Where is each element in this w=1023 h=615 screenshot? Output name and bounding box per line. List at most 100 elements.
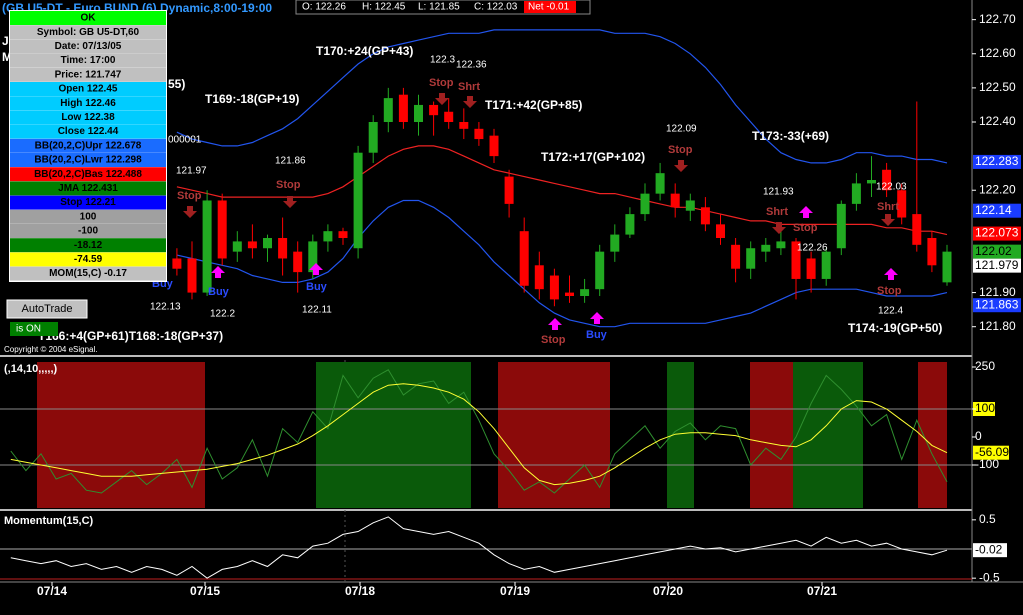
autotrade-label[interactable]: AutoTrade — [22, 303, 73, 315]
candle-body — [595, 251, 605, 290]
value-box — [973, 543, 1007, 558]
candle-body — [912, 214, 922, 245]
candle-body — [172, 258, 182, 269]
status-label: is ON — [16, 324, 41, 335]
ohlc-close: C: 122.03 — [474, 2, 518, 13]
y-tick-label: -0.5 — [979, 570, 1000, 584]
info-row — [10, 110, 166, 125]
annotation: Stop — [877, 285, 902, 297]
info-row-label: Stop 122.21 — [60, 197, 116, 208]
y-tick-label: 250 — [975, 359, 995, 373]
y-tick-label: 0 — [975, 429, 982, 443]
candle-body — [836, 203, 846, 249]
candle-body — [806, 258, 816, 279]
info-row-label: -18.12 — [74, 240, 103, 251]
price-box-label: 122.073 — [975, 226, 1019, 240]
info-row-label: Close 122.44 — [58, 126, 119, 137]
buy-arrow — [884, 268, 898, 280]
annotation: Stop — [276, 179, 301, 191]
y-tick-label: 0.5 — [979, 512, 996, 526]
info-row-label: Time: 17:00 — [61, 55, 116, 66]
info-row — [10, 11, 166, 25]
candle-body — [716, 224, 725, 238]
info-row — [10, 124, 166, 139]
annotation: 55) — [168, 77, 185, 91]
candle-body — [731, 244, 741, 269]
bollinger-band — [176, 199, 948, 328]
info-row-label: Open 122.45 — [59, 84, 118, 95]
signal-region — [750, 362, 793, 508]
net-box — [524, 1, 576, 13]
info-row-label: High 122.46 — [60, 98, 116, 109]
signal-regions — [37, 362, 947, 508]
x-tick-label: 07/15 — [190, 584, 220, 598]
candle-body — [791, 241, 801, 279]
sell-arrow — [283, 196, 297, 208]
buy-arrow — [309, 263, 323, 275]
annotation: Buy — [306, 281, 328, 293]
annotation: Buy — [208, 286, 230, 298]
info-row — [10, 195, 166, 210]
annotation: 121.93 — [763, 187, 794, 198]
y-tick-label: 122.60 — [979, 46, 1016, 60]
candle-body — [263, 238, 272, 249]
sell-arrow — [463, 96, 477, 108]
candle-body — [746, 248, 756, 269]
candle-body — [202, 200, 212, 293]
level-box — [973, 402, 995, 416]
x-tick-label: 07/20 — [653, 584, 683, 598]
annotation: Shrt — [877, 201, 899, 213]
annotation: T174:-19(GP+50) — [848, 321, 942, 335]
candle-body — [761, 244, 771, 252]
info-row-label: OK — [81, 13, 97, 24]
annotation: 122.4 — [878, 306, 903, 317]
info-row-label: Low 122.38 — [61, 112, 115, 123]
candle-body — [278, 238, 288, 259]
info-row — [10, 224, 166, 238]
y-tick-label: -100 — [975, 457, 999, 471]
candle-body — [474, 128, 484, 140]
price-box — [973, 298, 1021, 313]
info-row-label: -74.59 — [74, 254, 103, 265]
price-box-label: 121.863 — [975, 297, 1019, 311]
signal-region — [918, 362, 947, 508]
info-row-label: BB(20,2,C)Bas 122.488 — [34, 169, 142, 180]
annotation: T173:-33(+69) — [752, 129, 829, 143]
edge-letter: J — [2, 34, 9, 48]
info-row-label: Price: 121.747 — [55, 69, 122, 80]
ohlc-high: H: 122.45 — [362, 2, 406, 13]
info-row — [10, 53, 166, 68]
value-box — [973, 445, 1009, 460]
bollinger-band — [176, 145, 948, 236]
annotation: T169:-18(GP+19) — [205, 92, 299, 106]
info-row-label: JMA 122.431 — [58, 183, 118, 194]
annotation: Shrt — [458, 81, 480, 93]
candle-body — [519, 231, 529, 286]
info-row-label: Symbol: GB U5-DT,60 — [37, 27, 140, 38]
candle-body — [700, 207, 710, 225]
price-box — [973, 226, 1021, 241]
autotrade-button[interactable] — [6, 299, 88, 319]
info-panel: OK Symbol: GB U5-DT,60 Date: 07/13/05 Time:… — [9, 10, 167, 282]
annotation: Stop — [541, 334, 566, 346]
status-box — [10, 322, 58, 336]
candle-body — [670, 193, 680, 208]
price-box-label: 122.283 — [975, 154, 1019, 168]
info-row-label: -100 — [78, 226, 98, 237]
info-row — [10, 39, 166, 54]
annotation: T172:+17(GP+102) — [541, 150, 645, 164]
info-row-label: MOM(15,C) -0.17 — [49, 268, 127, 279]
buy-arrow — [799, 206, 813, 218]
x-tick-label: 07/18 — [345, 584, 375, 598]
price-box — [973, 244, 1021, 259]
y-tick-label: 100 — [975, 401, 995, 415]
annotation: 122.11 — [302, 305, 332, 316]
sell-arrow — [435, 93, 449, 105]
info-row — [10, 25, 166, 40]
annotation: 122.3 — [430, 55, 455, 66]
candle-body — [942, 251, 952, 283]
price-box-label: 122.14 — [975, 203, 1012, 217]
